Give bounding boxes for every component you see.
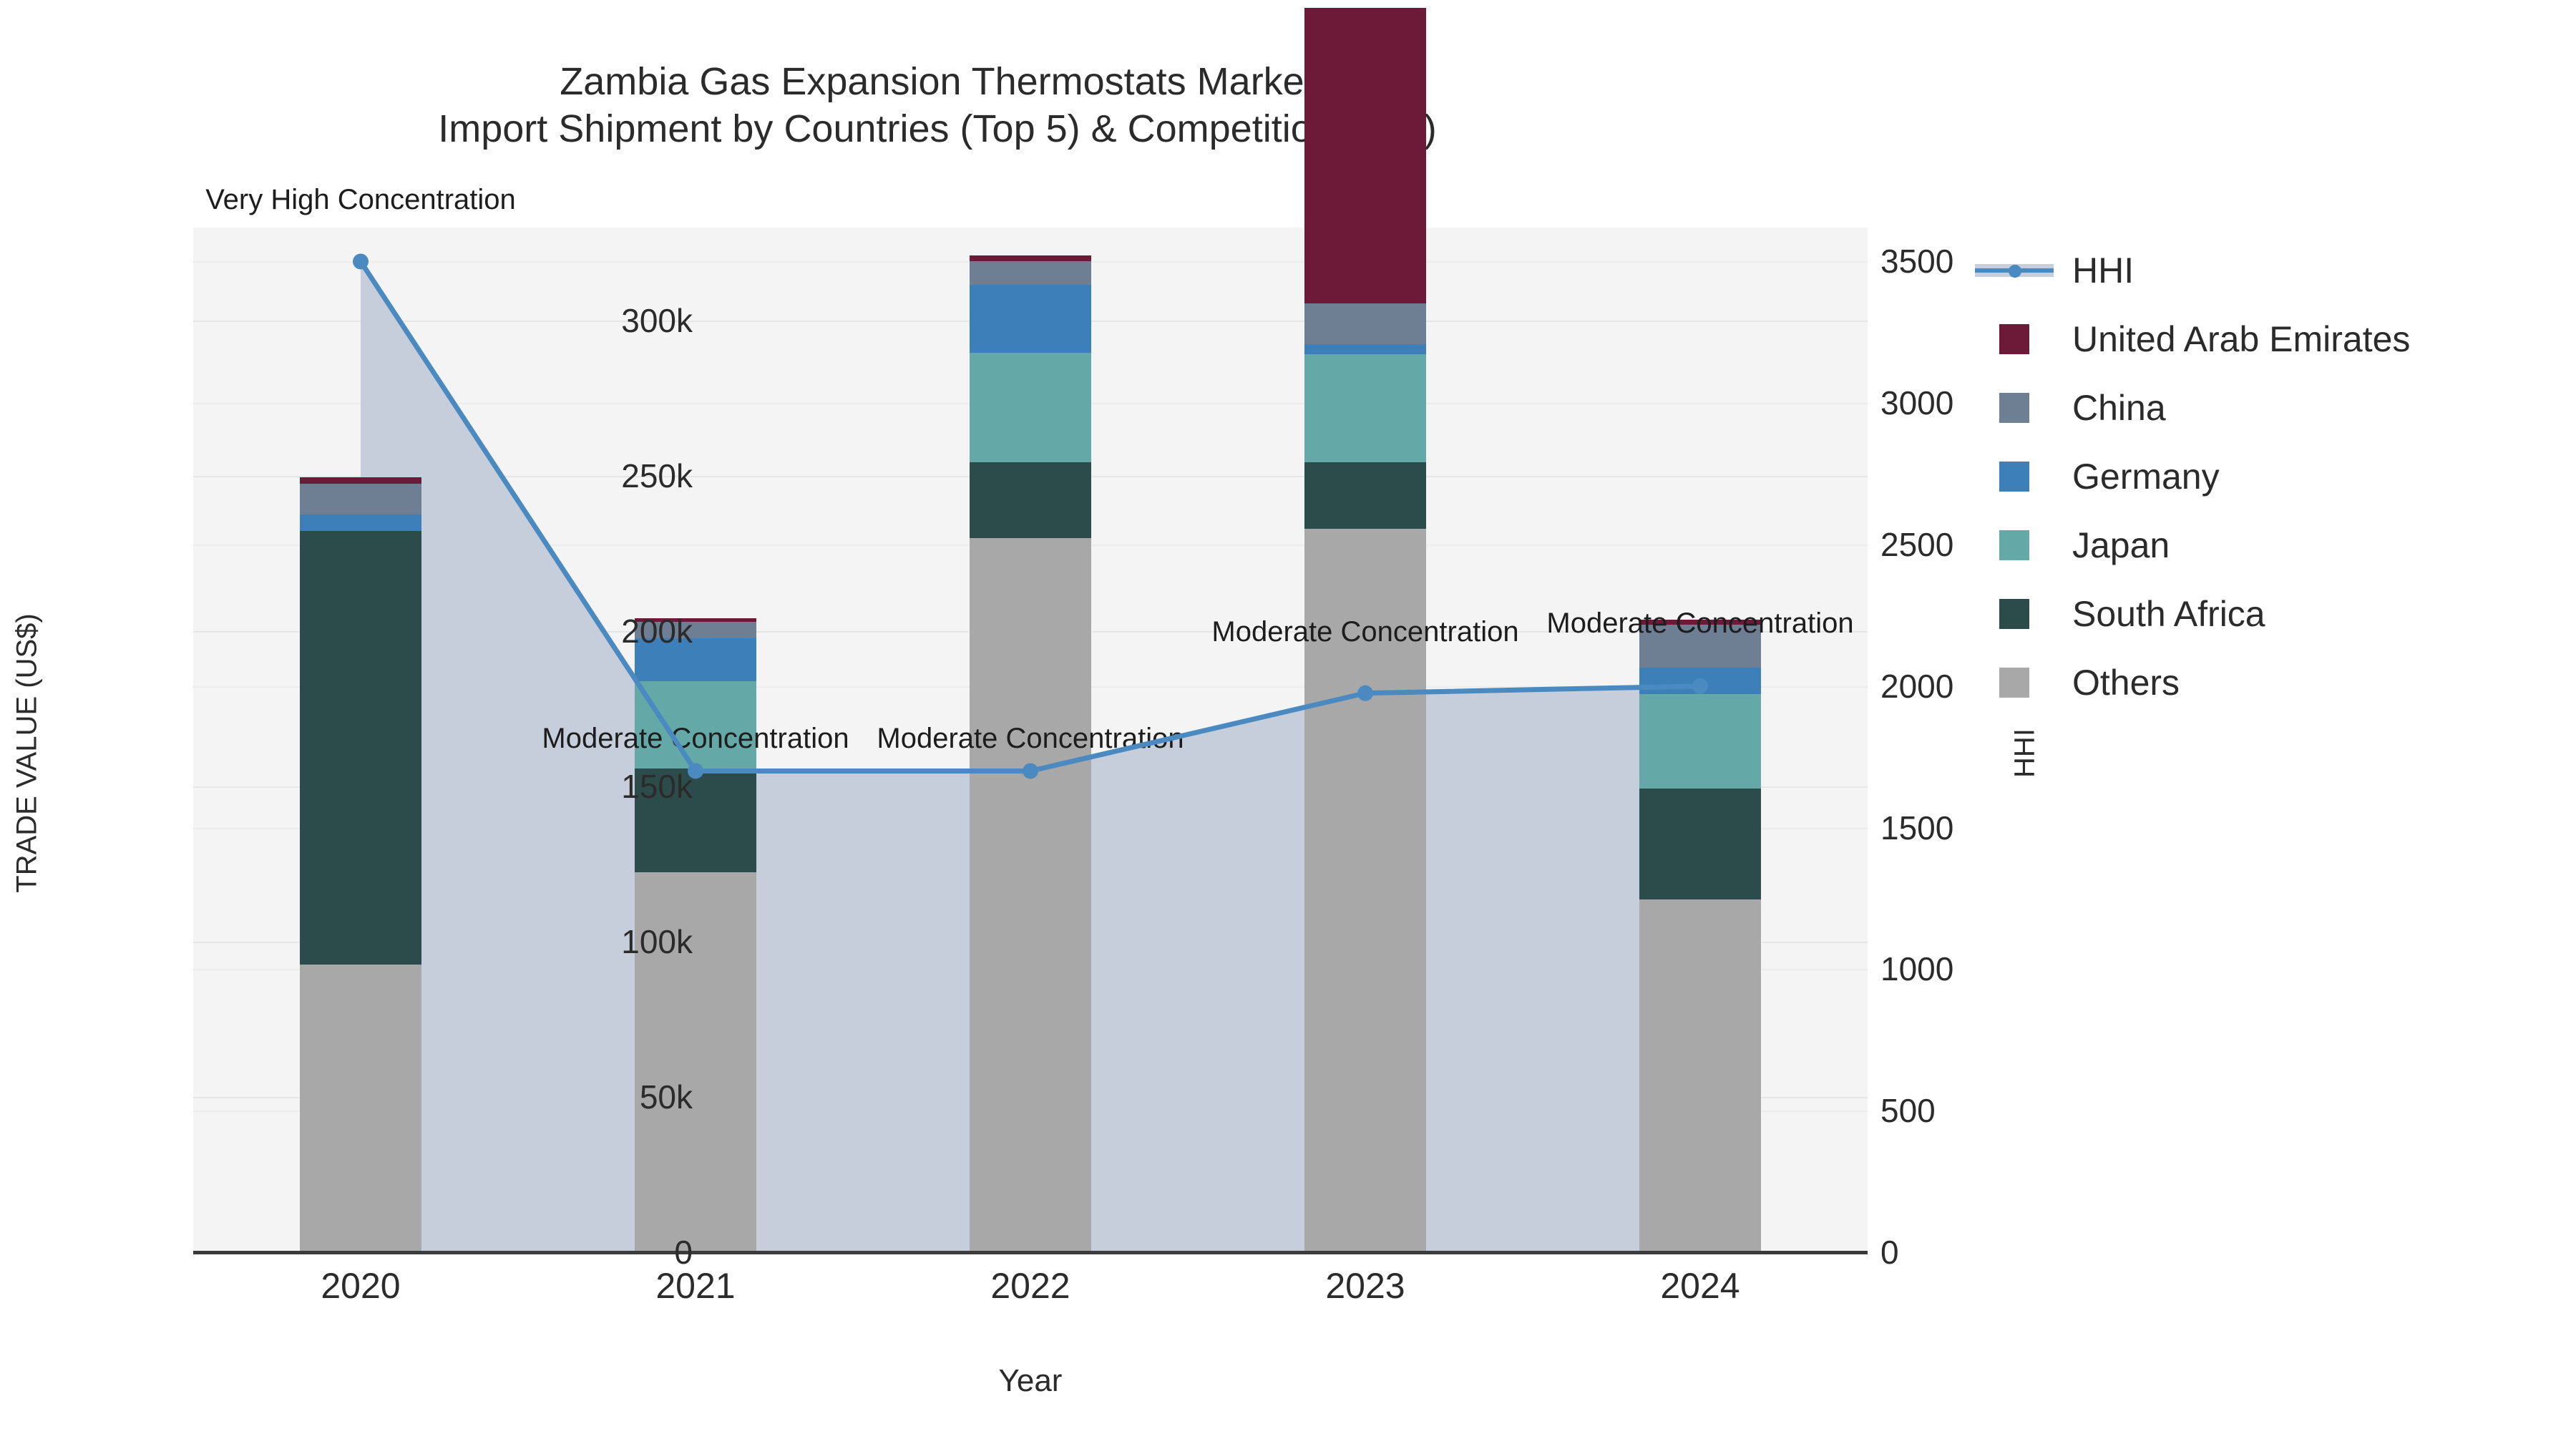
bar-segment[interactable] (970, 255, 1091, 262)
legend-color-swatch-icon (1999, 324, 2029, 354)
bar-segment[interactable] (1304, 462, 1426, 529)
legend-label: United Arab Emirates (2072, 319, 2411, 359)
bar-segment[interactable] (300, 483, 421, 514)
bar-segment[interactable] (635, 618, 756, 623)
legend-item-hhi[interactable]: HHI (1975, 236, 2410, 305)
x-tick-label-2024: 2024 (1660, 1266, 1740, 1306)
bar-segment[interactable] (1304, 353, 1426, 463)
legend-swatch-slot (1975, 462, 2054, 492)
legend-label: Others (2072, 663, 2180, 703)
bar-segment[interactable] (1639, 788, 1761, 899)
annotation-2020: Very High Concentration (205, 184, 516, 216)
bar-segment[interactable] (300, 477, 421, 484)
legend-color-swatch-icon (1999, 462, 2029, 492)
bar-segment[interactable] (635, 638, 756, 682)
y-tick-left-label: 300k (621, 302, 693, 340)
y-tick-right-label: 500 (1880, 1092, 1936, 1130)
bar-group-2022[interactable] (970, 255, 1091, 1252)
y-tick-right-label: 3000 (1880, 384, 1954, 422)
bar-segment[interactable] (635, 872, 756, 1252)
legend-swatch-slot (1975, 324, 2054, 354)
y-tick-left-label: 50k (639, 1078, 693, 1116)
x-tick-label-2023: 2023 (1325, 1266, 1405, 1306)
bar-segment[interactable] (1639, 625, 1761, 668)
legend-line-marker-icon (1975, 255, 2054, 286)
bar-segment[interactable] (1304, 528, 1426, 1252)
y-tick-left-label: 200k (621, 613, 693, 650)
legend-swatch-slot (1975, 668, 2054, 698)
y-tick-right-label: 0 (1880, 1234, 1899, 1271)
legend-item-japan[interactable]: Japan (1975, 511, 2410, 580)
annotation-2023: Moderate Concentration (1211, 615, 1519, 648)
x-tick-label-2022: 2022 (990, 1266, 1070, 1306)
hhi-marker[interactable] (688, 763, 703, 779)
bar-segment[interactable] (300, 964, 421, 1252)
legend-item-germany[interactable]: Germany (1975, 442, 2410, 511)
bar-segment[interactable] (1639, 693, 1761, 789)
legend-color-swatch-icon (1999, 393, 2029, 423)
y-tick-right-label: 1500 (1880, 809, 1954, 847)
legend-color-swatch-icon (1999, 599, 2029, 629)
hhi-line (358, 260, 1701, 774)
y-tick-left-label: 150k (621, 768, 693, 806)
bar-segment[interactable] (970, 538, 1091, 1252)
y-tick-right-label: 2000 (1880, 667, 1954, 705)
y-tick-right-label: 2500 (1880, 526, 1954, 564)
plot-area: Very High Concentration Moderate Concentr… (193, 7, 1868, 1254)
bar-segment[interactable] (1304, 344, 1426, 354)
legend-label: HHI (2072, 250, 2135, 291)
legend-item-china[interactable]: China (1975, 374, 2410, 442)
bar-segment[interactable] (635, 622, 756, 638)
legend-swatch-slot (1975, 599, 2054, 629)
bar-segment[interactable] (970, 261, 1091, 286)
hhi-marker[interactable] (353, 253, 369, 270)
y-tick-right-label: 3500 (1880, 243, 1954, 280)
y-tick-right-label: 1000 (1880, 950, 1954, 988)
legend-label: Germany (2072, 457, 2220, 497)
hhi-line-overlay (353, 253, 1708, 779)
bar-group-2020[interactable] (300, 477, 421, 1252)
chart-title: Zambia Gas Expansion Thermostats Market … (438, 60, 1437, 150)
x-axis-line (193, 1251, 1868, 1254)
bar-group-2023[interactable] (1304, 7, 1426, 1252)
x-tick-label-2021: 2021 (655, 1266, 736, 1306)
legend-color-swatch-icon (1999, 668, 2029, 698)
legend-swatch-slot (1975, 393, 2054, 423)
hhi-marker[interactable] (1357, 685, 1373, 701)
legend-label: South Africa (2072, 594, 2265, 634)
bar-segment[interactable] (1639, 899, 1761, 1252)
x-axis-title: Year (998, 1363, 1063, 1398)
legend-item-others[interactable]: Others (1975, 648, 2410, 717)
hhi-marker[interactable] (1023, 763, 1038, 779)
annotation-2024: Moderate Concentration (1546, 607, 1854, 639)
bar-segment[interactable] (300, 514, 421, 531)
y-tick-left-label: 100k (621, 923, 693, 961)
bar-group-2024[interactable] (1639, 619, 1761, 1252)
bar-segment[interactable] (1304, 303, 1426, 345)
bar-segment[interactable] (970, 285, 1091, 353)
legend-color-swatch-icon (1999, 530, 2029, 560)
legend-item-united-arab-emirates[interactable]: United Arab Emirates (1975, 305, 2410, 374)
bar-segment[interactable] (300, 530, 421, 965)
y-axis-left-title: TRADE VALUE (US$) (11, 613, 43, 893)
y-tick-left-label: 0 (674, 1234, 693, 1271)
bar-group-2021[interactable] (635, 618, 756, 1252)
bar-segment[interactable] (970, 353, 1091, 463)
bar-segment[interactable] (635, 681, 756, 769)
y-tick-left-label: 250k (621, 457, 693, 495)
bar-segment[interactable] (970, 462, 1091, 539)
legend-label: Japan (2072, 525, 2170, 565)
legend-item-south-africa[interactable]: South Africa (1975, 580, 2410, 648)
x-tick-label-2020: 2020 (321, 1266, 401, 1306)
bar-segment[interactable] (1639, 619, 1761, 625)
annotation-2021: Moderate Concentration (542, 722, 849, 754)
hhi-marker[interactable] (1692, 678, 1708, 694)
bar-segment[interactable] (1304, 7, 1426, 304)
legend-swatch-slot (1975, 530, 2054, 560)
legend: HHI United Arab Emirates China Germany Japan… (1975, 236, 2410, 717)
bar-segment[interactable] (635, 769, 756, 872)
legend-label: China (2072, 388, 2166, 428)
